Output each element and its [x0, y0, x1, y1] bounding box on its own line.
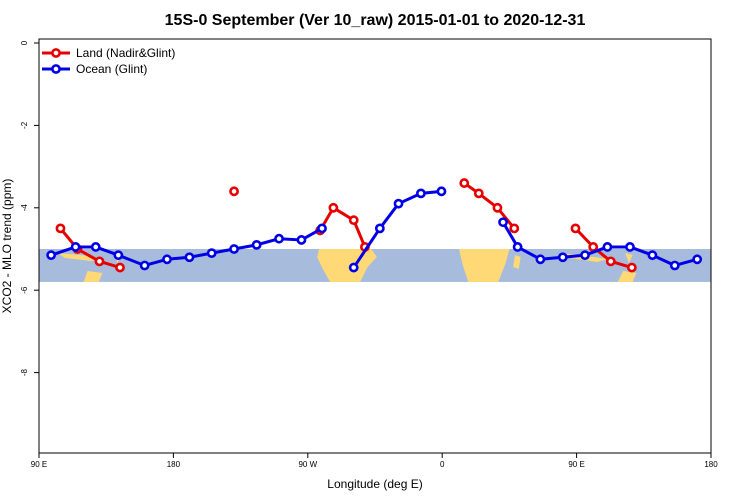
legend-marker [51, 48, 61, 58]
map-band [39, 249, 711, 282]
series-line [318, 206, 367, 248]
series-land [55, 178, 637, 273]
data-point [557, 252, 568, 263]
data-point [459, 178, 470, 188]
data-point [274, 233, 284, 244]
data-point [348, 215, 359, 226]
data-point [328, 202, 339, 213]
data-point [229, 244, 239, 254]
land-mass [83, 271, 103, 282]
land-mass [625, 253, 633, 263]
data-point [492, 202, 503, 213]
series-layer [46, 178, 703, 273]
data-point [113, 250, 124, 261]
legend: Land (Nadir&Glint) Ocean (Glint) [42, 46, 175, 76]
data-point [416, 188, 426, 199]
data-point [55, 223, 66, 234]
y-axis: 0 -2 -4 -6 -8 [20, 40, 39, 376]
data-point [296, 235, 307, 245]
data-point [692, 254, 703, 265]
data-point [436, 186, 447, 197]
series-line [463, 181, 516, 230]
data-point [625, 242, 635, 252]
data-point [348, 262, 359, 273]
land-mass [57, 253, 103, 261]
data-point [139, 260, 150, 271]
data-point [602, 242, 613, 252]
y-axis-label: XCO2 - MLO trend (ppm) [0, 179, 14, 314]
x-axis: 90 E 180 90 W 0 90 E 180 [31, 453, 718, 469]
y-tick-label: 0 [20, 40, 29, 45]
series-line [501, 221, 698, 267]
land-mass [459, 249, 510, 282]
data-point [46, 250, 57, 261]
x-tick-label: 90 W [298, 460, 317, 469]
y-tick-label: -2 [20, 121, 29, 129]
data-point [162, 254, 172, 265]
series-line [59, 227, 121, 269]
data-point [115, 262, 125, 273]
legend-label: Ocean (Glint) [76, 62, 147, 76]
y-tick-label: -8 [20, 368, 29, 376]
legend-marker [51, 64, 61, 74]
data-point [626, 262, 637, 273]
x-tick-label: 180 [167, 460, 181, 469]
data-point [570, 223, 581, 234]
data-point [580, 250, 590, 261]
y-tick-label: -6 [20, 286, 29, 294]
legend-item: Land (Nadir&Glint) [42, 46, 175, 60]
data-point [535, 254, 546, 265]
data-point [206, 248, 217, 259]
data-point [184, 252, 195, 263]
data-point [588, 242, 599, 252]
series-ocean [46, 186, 703, 273]
data-point [509, 223, 520, 234]
legend-item: Ocean (Glint) [42, 62, 147, 76]
data-point [251, 239, 262, 250]
series-line [574, 227, 633, 269]
data-point [669, 260, 680, 271]
data-point [605, 256, 616, 267]
data-point [317, 223, 327, 234]
data-point [498, 217, 508, 228]
data-point [229, 186, 239, 197]
x-tick-label: 90 E [568, 460, 584, 469]
x-axis-label: Longitude (deg E) [327, 477, 422, 491]
land-mass [513, 255, 521, 269]
data-point [94, 256, 105, 267]
x-tick-label: 180 [704, 460, 718, 469]
data-point [90, 242, 101, 252]
data-point [393, 198, 404, 209]
data-point [647, 250, 658, 261]
legend-label: Land (Nadir&Glint) [76, 46, 175, 60]
x-tick-label: 0 [440, 460, 445, 469]
chart-title: 15S-0 September (Ver 10_raw) 2015-01-01 … [165, 12, 586, 29]
y-tick-label: -4 [20, 204, 29, 212]
land-mass [617, 271, 637, 282]
data-point [512, 242, 523, 252]
plot-area [38, 38, 712, 454]
x-tick-label: 90 E [31, 460, 47, 469]
data-point [374, 223, 385, 234]
data-point [70, 242, 81, 252]
data-point [473, 188, 484, 199]
